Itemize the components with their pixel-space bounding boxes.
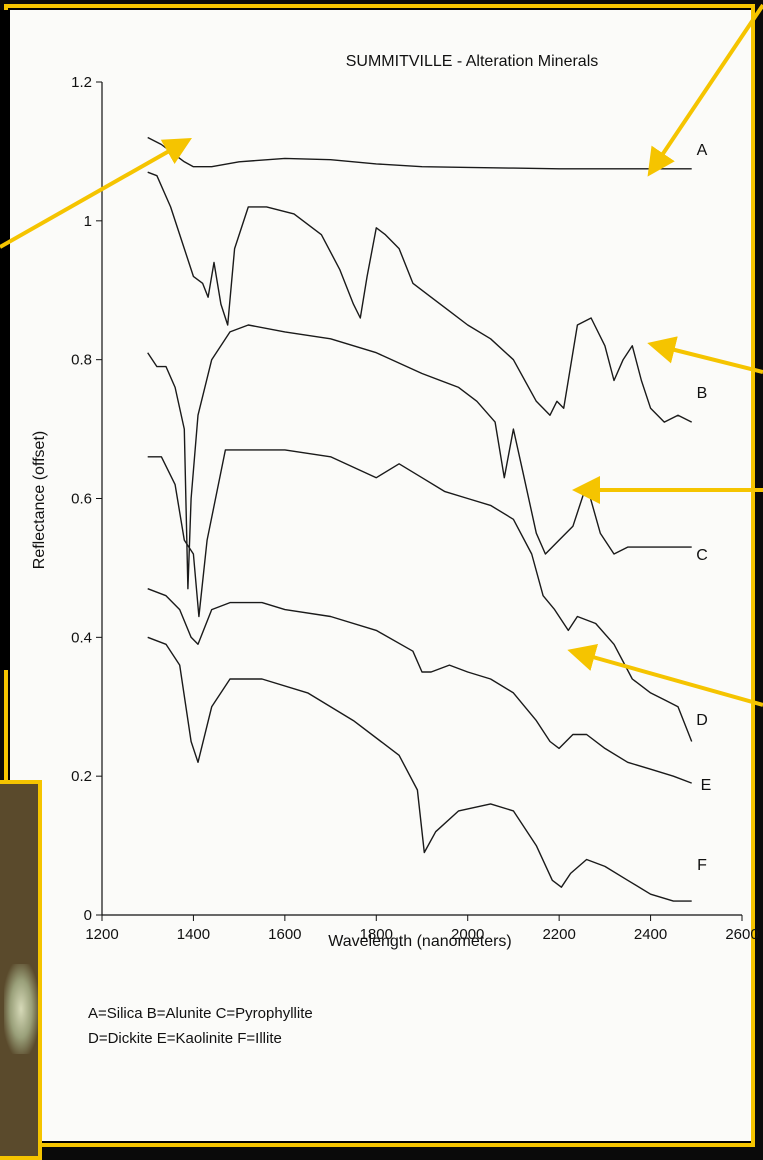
left-strip: [0, 10, 10, 670]
y-tick-label: 0.2: [71, 768, 92, 785]
series-line-c2: [147, 449, 693, 742]
series-line-d: [147, 588, 692, 784]
pointer-arrow: [647, 336, 763, 374]
x-axis-label: Wavelength (nanometers): [328, 933, 512, 950]
mineral-photo: [0, 780, 42, 1160]
curve-label: C: [696, 547, 708, 564]
chart-title: SUMMITVILLE - Alteration Minerals: [346, 53, 599, 70]
x-tick-label: 2000: [451, 926, 484, 943]
figure-panel: [10, 10, 751, 1141]
x-tick-label: 2200: [542, 926, 575, 943]
series-line-b: [147, 171, 693, 423]
pointer-arrow: [647, 3, 763, 177]
x-tick-label: 2600: [725, 926, 758, 943]
curve-label: D: [696, 712, 708, 729]
x-tick-label: 1800: [360, 926, 393, 943]
y-tick-label: 0.6: [71, 491, 92, 508]
series-line-a: [147, 136, 692, 170]
x-tick-label: 2400: [634, 926, 667, 943]
x-tick-label: 1600: [268, 926, 301, 943]
curve-label: A: [697, 142, 708, 159]
legend-line-1: A=Silica B=Alunite C=Pyrophyllite: [88, 1005, 313, 1022]
y-axis-label: Reflectance (offset): [31, 431, 48, 569]
pointer-arrow: [0, 138, 192, 249]
legend-line-2: D=Dickite E=Kaolinite F=Illite: [88, 1030, 282, 1047]
x-tick-label: 1400: [177, 926, 210, 943]
y-tick-label: 0: [84, 907, 92, 924]
curve-label: F: [697, 857, 707, 874]
y-tick-label: 1: [84, 213, 92, 230]
pointer-arrow: [567, 643, 763, 707]
x-tick-label: 1200: [85, 926, 118, 943]
y-tick-label: 0.4: [71, 629, 92, 646]
curve-label: B: [697, 385, 708, 402]
curve-label: E: [701, 777, 712, 794]
crystal-image: [4, 964, 38, 1054]
y-tick-label: 0.8: [71, 352, 92, 369]
series-line-f: [147, 636, 692, 902]
series-line-c: [147, 324, 692, 590]
y-tick-label: 1.2: [71, 74, 92, 91]
